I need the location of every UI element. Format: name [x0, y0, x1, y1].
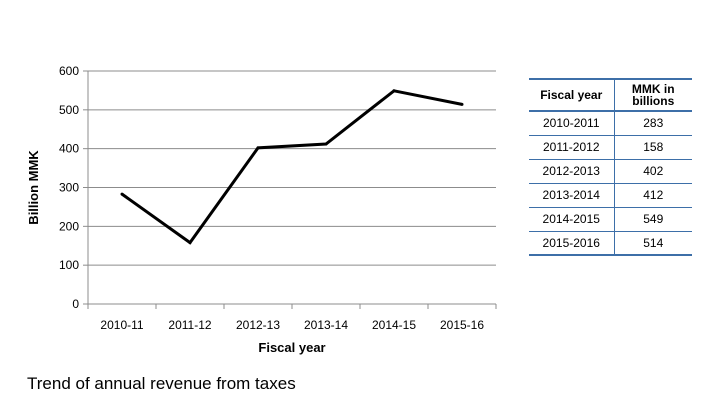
x-axis-title: Fiscal year [258, 340, 325, 355]
x-tick-label: 2015-16 [440, 318, 484, 332]
table-cell-value: 283 [614, 111, 692, 136]
table-header-row: Fiscal year MMK in billions [529, 78, 692, 112]
table-cell-year: 2013-2014 [529, 183, 615, 208]
x-tick-label: 2010-11 [100, 318, 143, 332]
table-cell-year: 2014-2015 [529, 207, 615, 232]
revenue-table: Fiscal year MMK in billions 2010-2011 28… [529, 78, 692, 256]
data-point [256, 146, 260, 150]
series-line [121, 89, 463, 245]
chart-caption: Trend of annual revenue from taxes [27, 374, 296, 393]
table-row: 2010-2011 283 [529, 111, 692, 136]
data-point [120, 192, 124, 196]
table-cell-year: 2010-2011 [529, 111, 615, 136]
table-cell-value: 158 [614, 135, 692, 160]
table-row: 2015-2016 514 [529, 231, 692, 256]
y-axis-title: Billion MMK [26, 150, 41, 225]
x-tick-label: 2013-14 [304, 318, 348, 332]
table-cell-year: 2011-2012 [529, 135, 615, 160]
x-tick-label: 2014-15 [372, 318, 416, 332]
y-tick-label: 600 [59, 64, 79, 78]
data-point [460, 102, 464, 106]
table-row: 2012-2013 402 [529, 159, 692, 184]
y-tick-label: 400 [59, 142, 79, 156]
y-tick-label: 200 [59, 219, 79, 233]
table-cell-year: 2012-2013 [529, 159, 615, 184]
data-point [392, 89, 396, 93]
y-tick-label: 300 [59, 181, 79, 195]
x-tick-label: 2011-12 [168, 318, 211, 332]
table-row: 2011-2012 158 [529, 135, 692, 160]
table-cell-value: 549 [614, 207, 692, 232]
table-cell-year: 2015-2016 [529, 231, 615, 256]
table-cell-value: 514 [614, 231, 692, 256]
data-point [188, 241, 192, 245]
table-row: 2014-2015 549 [529, 207, 692, 232]
y-tick-label: 500 [59, 103, 79, 117]
table-cell-value: 412 [614, 183, 692, 208]
table-header-fiscal-year: Fiscal year [529, 78, 615, 112]
x-tick-label: 2012-13 [236, 318, 280, 332]
data-point [324, 142, 328, 146]
y-tick-label: 100 [59, 258, 79, 272]
y-tick-label: 0 [72, 297, 79, 311]
table-header-mmk: MMK in billions [614, 78, 692, 112]
table-row: 2013-2014 412 [529, 183, 692, 208]
table-cell-value: 402 [614, 159, 692, 184]
